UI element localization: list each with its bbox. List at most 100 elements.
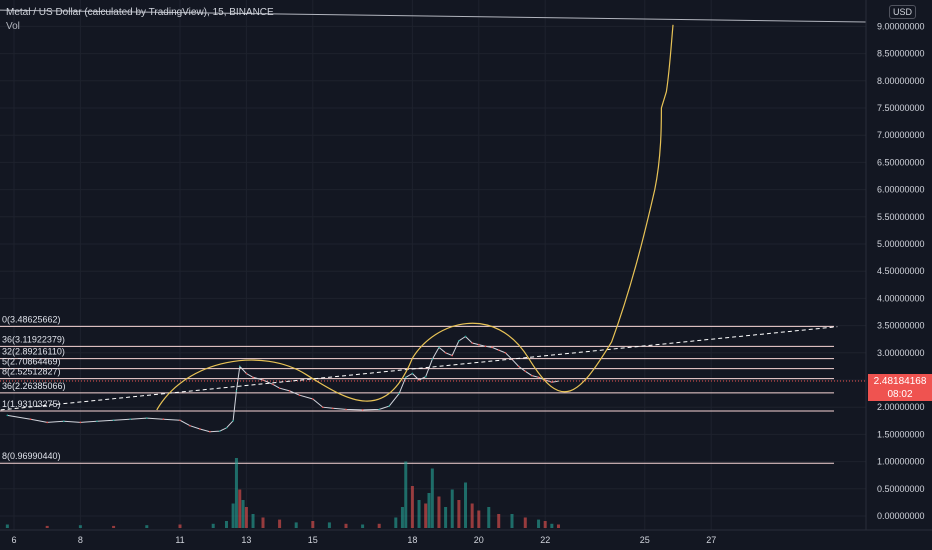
price-point [471,342,473,344]
volume-bar [178,524,182,528]
symbol-title[interactable]: Metal / US Dollar (calculated by Trading… [6,7,274,18]
chart-legend: Metal / US Dollar (calculated by Trading… [6,6,274,34]
fib-retracement[interactable]: 0(3.48625662) 36(3.11922379) 32(2.89216110… [0,314,834,464]
price-point [418,379,420,381]
price-point [537,376,540,379]
volume-bar [523,517,527,528]
price-tick-label: 5.00000000 [877,239,925,249]
volume-bar [278,519,282,528]
volume-bar [244,507,248,528]
trend-line-dashed [0,326,838,411]
price-point [464,335,467,338]
time-tick-label: 27 [706,535,716,545]
price-point [411,372,414,375]
price-point [524,370,527,373]
volume-bar [417,500,421,528]
volume-bar [361,524,365,528]
price-point [438,346,440,349]
price-point [232,420,234,422]
fib-level-label: 8(0.96990440) [2,451,61,461]
price-tick-label: 8.50000000 [877,49,925,59]
price-tick-label: 1.00000000 [877,457,925,467]
price-point [431,358,434,361]
volume-bar [427,493,431,528]
price-tick-label: 3.00000000 [877,348,925,358]
volume-bar [78,525,82,528]
price-point [179,419,181,422]
fib-level-label: 36(2.26385066) [2,381,66,391]
volume-bar [477,510,481,528]
price-point [252,376,254,379]
current-price-tag: 2.48184168 08:02 [868,374,932,401]
time-tick-label: 15 [308,535,318,545]
time-tick-label: 20 [474,535,484,545]
price-point [46,421,48,424]
price-point [6,414,9,417]
volume-bar [211,523,215,528]
user-drawings[interactable] [0,9,867,411]
price-point [298,394,301,397]
price-tick-label: 6.50000000 [877,157,925,167]
price-point [444,352,447,354]
time-axis[interactable]: 6 8 11 13 15 18 20 22 25 27 [11,535,716,545]
volume-bar [556,524,560,528]
volume-bar [410,486,414,528]
price-tick-label: 0.50000000 [877,484,925,494]
price-point [424,375,427,378]
volume-bar [344,523,348,528]
price-tick-label: 9.00000000 [877,21,925,31]
price-point [478,343,480,346]
price-point [331,407,334,410]
price-point [361,409,364,411]
price-tick-label: 7.00000000 [877,130,925,140]
price-point [272,383,274,386]
volume-bar [294,522,298,528]
price-tick-label: 8.00000000 [877,76,925,86]
price-point [551,381,553,383]
price-point [63,420,65,423]
time-tick-label: 8 [78,535,83,545]
price-tick-label: 4.50000000 [877,266,925,276]
price-point [345,408,347,411]
price-point [398,392,400,395]
volume-bar [450,489,454,528]
price-point [199,428,201,430]
price-point [238,365,241,368]
volume-bar [145,525,149,528]
fib-level-label: 8(2.52512827) [2,367,61,377]
price-point [225,427,228,429]
volume-bar [261,517,265,528]
top-trend-line [0,9,867,23]
price-point [458,340,460,342]
price-point [245,372,248,375]
volume-bar [112,525,116,528]
fib-level-label: 32(2.89216110) [2,347,65,357]
price-tick-label: 4.00000000 [877,293,925,303]
volume-bar [394,517,398,528]
volume-bar [327,522,331,528]
price-point [497,349,500,351]
price-point [162,418,165,420]
bar-countdown: 08:02 [887,389,913,400]
price-point [209,430,211,433]
price-point [235,390,238,392]
volume-bar [231,503,235,528]
currency-label[interactable]: USD [889,5,917,19]
price-point [504,352,507,354]
price-point [484,345,487,348]
volume-bar [424,503,428,528]
price-point [531,374,533,377]
volume-bar [311,521,315,528]
time-tick-label: 25 [640,535,650,545]
volume-bar [510,514,514,528]
price-tick-label: 0.00000000 [877,511,925,521]
volume-bars [5,458,560,528]
volume-indicator-label[interactable]: Vol [6,21,20,32]
volume-bar [470,503,474,528]
volume-bar [5,524,9,528]
volume-bar [444,507,448,528]
fib-level-label: 36(3.11922379) [2,334,65,344]
time-tick-label: 6 [11,535,16,545]
current-price-value: 2.48184168 [873,376,927,387]
